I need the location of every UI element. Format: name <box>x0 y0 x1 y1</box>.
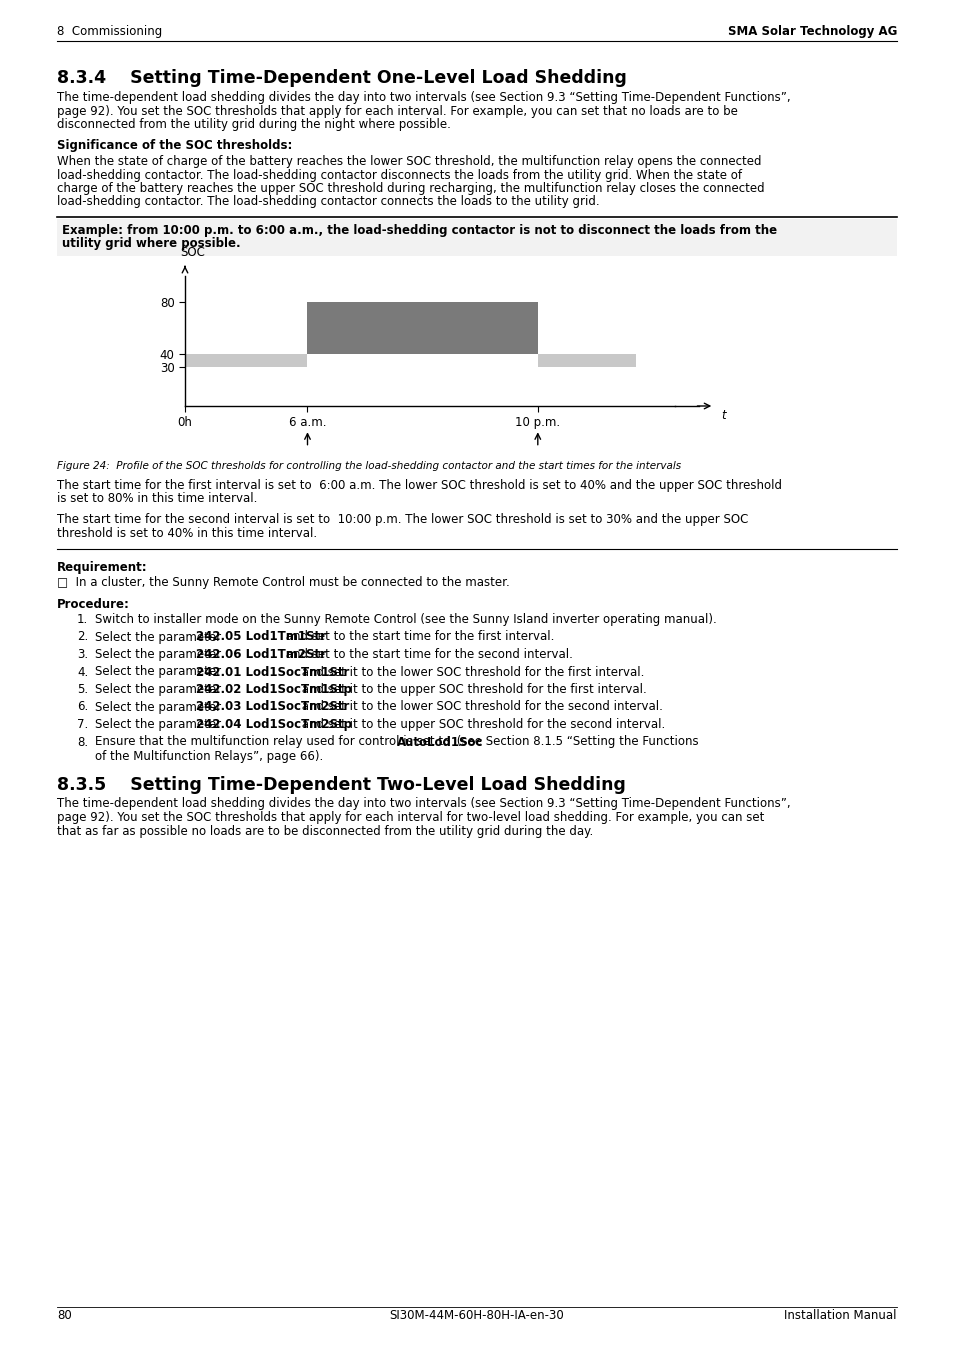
Text: Example: from 10:00 p.m. to 6:00 a.m., the load-shedding contactor is not to dis: Example: from 10:00 p.m. to 6:00 a.m., t… <box>62 224 777 238</box>
Text: AutoLod1Soc: AutoLod1Soc <box>397 736 483 748</box>
Text: Select the parameter: Select the parameter <box>95 666 225 679</box>
Text: 242.02 Lod1SocTm1Stp: 242.02 Lod1SocTm1Stp <box>195 683 352 697</box>
Text: 7.: 7. <box>77 718 89 730</box>
Text: 6.: 6. <box>77 701 89 714</box>
Bar <box>537 354 635 367</box>
Text: Procedure:: Procedure: <box>57 598 130 610</box>
Text: Significance of the SOC thresholds:: Significance of the SOC thresholds: <box>57 139 292 153</box>
Text: 80: 80 <box>57 1310 71 1322</box>
Text: utility grid where possible.: utility grid where possible. <box>62 238 240 251</box>
Text: Select the parameter: Select the parameter <box>95 718 225 730</box>
Text: and set to the start time for the first interval.: and set to the start time for the first … <box>282 630 555 644</box>
Text: 1.: 1. <box>77 613 89 626</box>
Text: that as far as possible no loads are to be disconnected from the utility grid du: that as far as possible no loads are to … <box>57 825 593 837</box>
Text: 242.01 Lod1SocTm1Str: 242.01 Lod1SocTm1Str <box>195 666 349 679</box>
Bar <box>57 219 896 256</box>
Text: When the state of charge of the battery reaches the lower SOC threshold, the mul: When the state of charge of the battery … <box>57 155 760 167</box>
Text: charge of the battery reaches the upper SOC threshold during recharging, the mul: charge of the battery reaches the upper … <box>57 182 763 194</box>
Text: (see Section 8.1.5 “Setting the Functions: (see Section 8.1.5 “Setting the Function… <box>453 736 699 748</box>
Text: 8.3.5    Setting Time-Dependent Two-Level Load Shedding: 8.3.5 Setting Time-Dependent Two-Level L… <box>57 775 625 794</box>
Text: 4.: 4. <box>77 666 89 679</box>
Text: Installation Manual: Installation Manual <box>783 1310 896 1322</box>
Text: Requirement:: Requirement: <box>57 560 148 574</box>
Text: and set to the start time for the second interval.: and set to the start time for the second… <box>282 648 573 662</box>
Text: of the Multifunction Relays”, page 66).: of the Multifunction Relays”, page 66). <box>95 751 323 763</box>
Bar <box>307 302 537 354</box>
Bar <box>185 354 307 367</box>
Text: 2.: 2. <box>77 630 89 644</box>
Text: □  In a cluster, the Sunny Remote Control must be connected to the master.: □ In a cluster, the Sunny Remote Control… <box>57 576 509 589</box>
Text: and set it to the upper SOC threshold for the second interval.: and set it to the upper SOC threshold fo… <box>297 718 664 730</box>
Text: 5.: 5. <box>77 683 88 697</box>
Text: The start time for the first interval is set to  6:00 a.m. The lower SOC thresho: The start time for the first interval is… <box>57 478 781 491</box>
Text: Figure 24:  Profile of the SOC thresholds for controlling the load-shedding cont: Figure 24: Profile of the SOC thresholds… <box>57 460 680 471</box>
Text: 8  Commissioning: 8 Commissioning <box>57 26 162 38</box>
Text: SMA Solar Technology AG: SMA Solar Technology AG <box>727 26 896 38</box>
Text: threshold is set to 40% in this time interval.: threshold is set to 40% in this time int… <box>57 526 316 540</box>
Text: Switch to installer mode on the Sunny Remote Control (see the Sunny Island inver: Switch to installer mode on the Sunny Re… <box>95 613 716 626</box>
Text: disconnected from the utility grid during the night where possible.: disconnected from the utility grid durin… <box>57 117 451 131</box>
Text: The start time for the second interval is set to  10:00 p.m. The lower SOC thres: The start time for the second interval i… <box>57 513 747 526</box>
Text: The time-dependent load shedding divides the day into two intervals (see Section: The time-dependent load shedding divides… <box>57 90 790 104</box>
Text: 3.: 3. <box>77 648 88 662</box>
Text: Select the parameter: Select the parameter <box>95 648 225 662</box>
Text: load-shedding contactor. The load-shedding contactor disconnects the loads from : load-shedding contactor. The load-sheddi… <box>57 169 741 181</box>
Text: 8.3.4    Setting Time-Dependent One-Level Load Shedding: 8.3.4 Setting Time-Dependent One-Level L… <box>57 69 626 86</box>
Text: SOC: SOC <box>180 246 205 259</box>
Text: 8.: 8. <box>77 736 88 748</box>
Text: Ensure that the multifunction relay used for control is set to: Ensure that the multifunction relay used… <box>95 736 454 748</box>
Text: page 92). You set the SOC thresholds that apply for each interval for two-level : page 92). You set the SOC thresholds tha… <box>57 811 763 824</box>
Text: Select the parameter: Select the parameter <box>95 683 225 697</box>
Text: is set to 80% in this time interval.: is set to 80% in this time interval. <box>57 491 257 505</box>
Text: 242.04 Lod1SocTm2Stp: 242.04 Lod1SocTm2Stp <box>195 718 352 730</box>
Text: and set it to the lower SOC threshold for the first interval.: and set it to the lower SOC threshold fo… <box>297 666 643 679</box>
Text: and set it to the lower SOC threshold for the second interval.: and set it to the lower SOC threshold fo… <box>297 701 662 714</box>
Text: Select the parameter: Select the parameter <box>95 701 225 714</box>
Text: page 92). You set the SOC thresholds that apply for each interval. For example, : page 92). You set the SOC thresholds tha… <box>57 104 737 117</box>
Text: load-shedding contactor. The load-shedding contactor connects the loads to the u: load-shedding contactor. The load-sheddi… <box>57 196 599 208</box>
Text: 242.03 Lod1SocTm2Str: 242.03 Lod1SocTm2Str <box>195 701 349 714</box>
Text: Select the parameter: Select the parameter <box>95 630 225 644</box>
Text: 242.05 Lod1Tm1Str: 242.05 Lod1Tm1Str <box>195 630 326 644</box>
Text: SI30M-44M-60H-80H-IA-en-30: SI30M-44M-60H-80H-IA-en-30 <box>389 1310 564 1322</box>
Text: The time-dependent load shedding divides the day into two intervals (see Section: The time-dependent load shedding divides… <box>57 798 790 810</box>
Text: t: t <box>720 409 725 421</box>
Text: 242.06 Lod1Tm2Str: 242.06 Lod1Tm2Str <box>195 648 326 662</box>
Text: and set it to the upper SOC threshold for the first interval.: and set it to the upper SOC threshold fo… <box>297 683 646 697</box>
